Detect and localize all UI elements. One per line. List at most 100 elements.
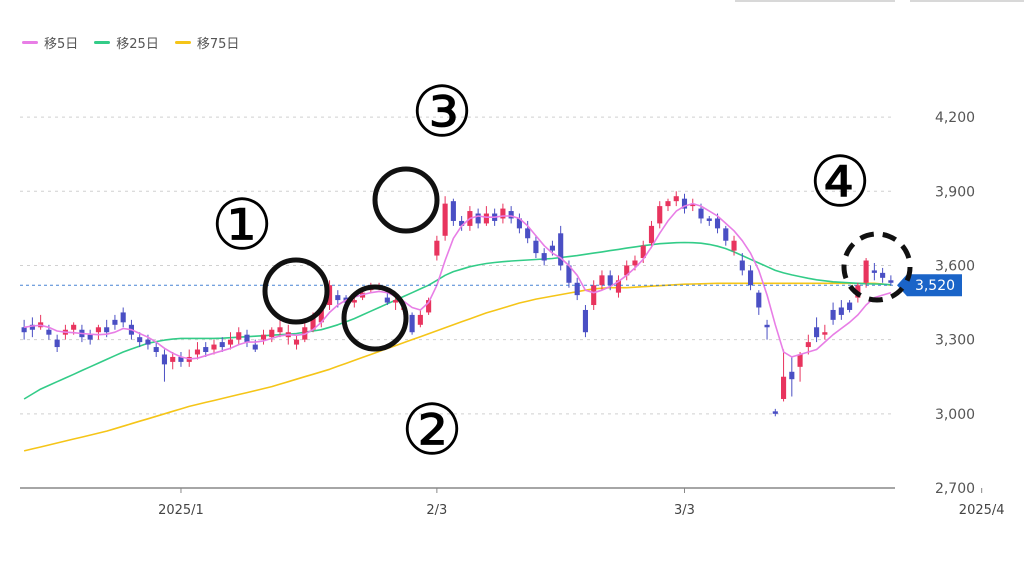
candle-body[interactable] [450,201,456,221]
candle-body[interactable] [46,329,52,335]
candle-body[interactable] [236,332,242,340]
candle-body[interactable] [871,270,877,273]
candle-body[interactable] [830,309,836,320]
candle-body[interactable] [434,240,440,256]
candle-body[interactable] [170,356,176,362]
candle-body[interactable] [203,347,209,352]
candle-body[interactable] [607,275,613,286]
candle-body[interactable] [541,253,547,261]
candle-body[interactable] [549,245,555,251]
x-tick-label: 3/3 [674,503,695,518]
candle-body[interactable] [500,208,506,219]
legend-item-sma25[interactable]: 移25日 [94,33,159,52]
candle-body[interactable] [648,225,655,244]
candle-body[interactable] [351,300,357,303]
candle-body[interactable] [698,208,704,219]
candle-body[interactable] [847,302,853,310]
candle-body[interactable] [426,300,432,313]
candle-body[interactable] [838,307,844,315]
candle-body[interactable] [161,354,168,365]
candle-body[interactable] [137,337,143,343]
candle-body[interactable] [731,240,737,251]
legend-item-sma5[interactable]: 移5日 [22,33,78,52]
candle-body[interactable] [145,339,151,345]
candle-body[interactable] [714,218,721,229]
candle-body[interactable] [591,285,597,306]
candle-body[interactable] [533,240,539,254]
series-line-sma25 [23,241,891,400]
candle-body[interactable] [739,260,745,271]
candle-body[interactable] [178,356,184,362]
candle-body[interactable] [574,282,580,296]
candle-body[interactable] [814,327,820,338]
candle-body[interactable] [54,339,60,348]
candle-body[interactable] [326,285,333,306]
candle-body[interactable] [797,354,803,367]
candle-body[interactable] [632,260,638,266]
candle-body[interactable] [335,295,341,301]
legend-item-sma75[interactable]: 移75日 [174,33,239,52]
candle-body[interactable] [318,309,324,323]
candle-body[interactable] [566,265,572,283]
candle-body[interactable] [888,280,894,283]
candle-body[interactable] [599,275,605,286]
candle-body[interactable] [558,233,564,266]
candle-body[interactable] [756,292,762,308]
candle-body[interactable] [525,228,531,239]
candle-body[interactable] [781,376,787,399]
candle-body[interactable] [508,211,514,219]
candle-body[interactable] [863,260,869,283]
candle-body[interactable] [657,206,663,224]
candle-body[interactable] [252,344,258,350]
candle-body[interactable] [95,327,101,333]
candle-body[interactable] [153,347,159,352]
candle-body[interactable] [71,324,77,330]
candle-body[interactable] [640,245,646,259]
candle-body[interactable] [459,220,465,226]
candle-body[interactable] [475,213,481,224]
candle-body[interactable] [29,324,35,330]
candle-body[interactable] [516,218,522,229]
candle-body[interactable] [442,203,448,236]
candle-body[interactable] [723,228,729,241]
candle-body[interactable] [310,317,316,330]
candle-body[interactable] [615,280,622,293]
candle-body[interactable] [104,327,110,333]
candle-body[interactable] [393,300,399,303]
candle-body[interactable] [417,314,423,325]
candle-body[interactable] [293,339,300,345]
candle-body[interactable] [21,327,27,333]
candle-body[interactable] [822,332,828,335]
candle-body[interactable] [219,342,225,348]
candle-body[interactable] [706,218,712,221]
candle-body[interactable] [582,309,589,333]
candle-body[interactable] [87,334,93,340]
candle-body[interactable] [789,371,795,380]
candle-body[interactable] [764,324,770,328]
candle-body[interactable] [747,270,754,286]
y-tick-label: 3,000 [935,407,975,423]
candle-body[interactable] [409,314,415,333]
candle-body[interactable] [690,203,696,207]
candle-body[interactable] [483,213,489,224]
candle-body[interactable] [260,334,267,340]
candle-body[interactable] [120,312,126,323]
annotation-number-1: ① [211,184,274,266]
candle-body[interactable] [384,297,390,303]
candle-body[interactable] [244,334,250,343]
candle-body[interactable] [772,411,778,414]
candle-body[interactable] [681,198,688,209]
candle-body[interactable] [624,265,630,276]
candle-body[interactable] [805,342,811,348]
candle-body[interactable] [673,196,679,202]
series-line-sma5 [23,202,892,360]
candle-body[interactable] [880,272,886,278]
candle-body[interactable] [194,349,201,355]
candle-body[interactable] [269,329,275,338]
candle-body[interactable] [665,201,671,207]
candle-body[interactable] [211,344,217,350]
candle-body[interactable] [112,319,118,325]
candle-body[interactable] [227,339,234,345]
candle-body[interactable] [277,327,283,333]
